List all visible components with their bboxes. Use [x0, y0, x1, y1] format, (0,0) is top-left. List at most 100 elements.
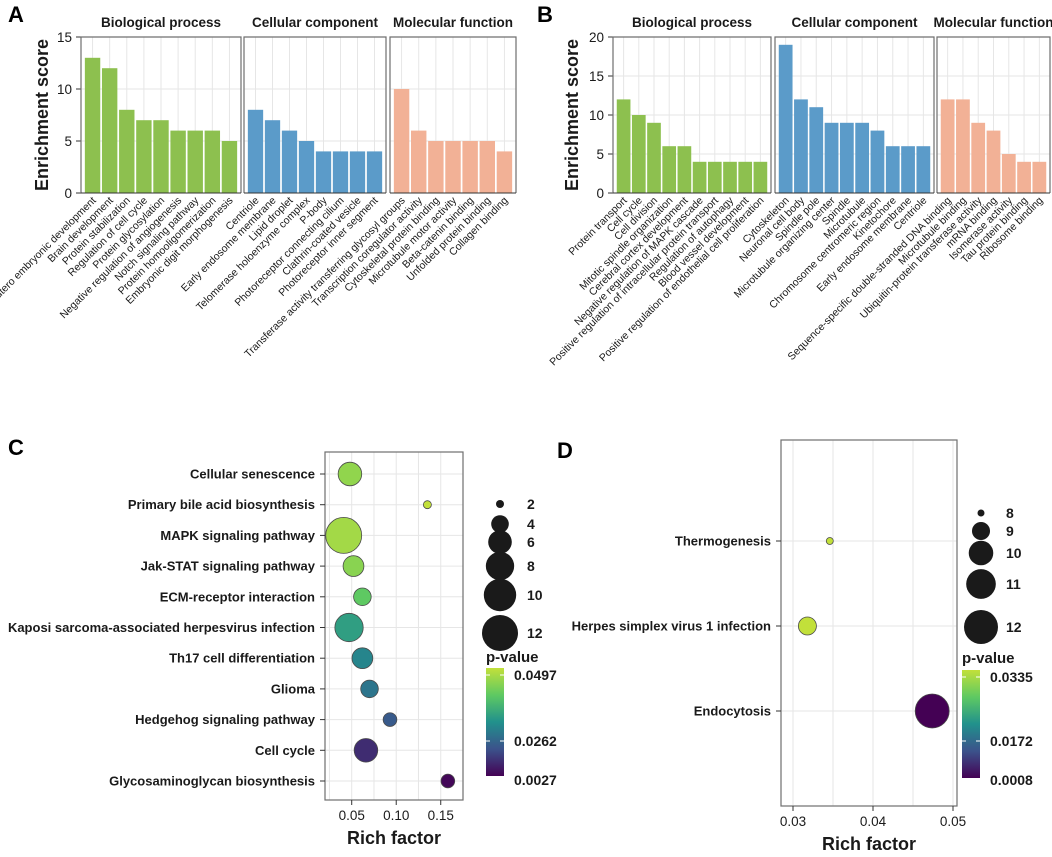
- bar: [136, 120, 152, 193]
- size-legend-dot: [496, 500, 504, 508]
- bar: [204, 130, 221, 193]
- bar: [1017, 161, 1031, 193]
- y-axis-title: Enrichment score: [32, 39, 52, 191]
- pathway-label: Cellular senescence: [190, 467, 315, 482]
- bubble: [797, 616, 817, 636]
- bar: [187, 130, 203, 193]
- size-legend-label: 8: [1006, 505, 1014, 521]
- bar: [940, 99, 955, 193]
- color-legend-label: 0.0262: [514, 733, 557, 749]
- bar: [824, 122, 839, 193]
- bar: [647, 122, 661, 193]
- y-tick-label: 0: [64, 186, 72, 201]
- bar: [870, 130, 885, 193]
- pathway-label: Cell cycle: [255, 743, 315, 758]
- panel-label-d: D: [557, 438, 573, 463]
- bar: [986, 130, 1001, 193]
- facet-border: [612, 36, 772, 193]
- bar: [1001, 154, 1016, 193]
- bar: [332, 151, 349, 193]
- facet-border: [389, 36, 517, 193]
- size-legend-dot: [968, 540, 994, 566]
- pathway-label: ECM-receptor interaction: [160, 589, 315, 604]
- bar: [411, 130, 427, 193]
- color-legend-title: p-value: [962, 650, 1015, 667]
- x-tick-label: 0.05: [940, 814, 966, 829]
- bar: [723, 161, 737, 193]
- bubble: [334, 612, 364, 643]
- y-tick-label: 15: [589, 69, 604, 84]
- size-legend-dot: [488, 530, 512, 554]
- bar: [692, 161, 707, 193]
- size-legend-dot: [485, 551, 515, 581]
- bubble: [422, 500, 432, 510]
- bar: [221, 141, 238, 193]
- pathway-label: Glycosaminoglycan biosynthesis: [109, 774, 315, 789]
- bar: [753, 161, 768, 193]
- bar: [428, 141, 444, 193]
- y-tick-label: 5: [64, 134, 72, 149]
- x-tick-label: 0.05: [339, 808, 365, 823]
- pathway-label: Thermogenesis: [675, 534, 771, 549]
- bubble: [353, 587, 372, 607]
- color-legend-label: 0.0172: [990, 733, 1033, 749]
- bar: [84, 57, 101, 193]
- bubble: [342, 555, 365, 577]
- bar: [707, 161, 722, 193]
- y-tick-label: 15: [57, 30, 72, 45]
- panel-d-bubble-chart: Thermogenesis Herpes simplex virus 1 infe…: [572, 439, 966, 854]
- bar: [631, 115, 646, 193]
- facet-strip-label: Biological process: [632, 15, 752, 30]
- y-tick-label: 5: [596, 147, 604, 162]
- size-legend-dot: [971, 521, 991, 541]
- y-axis-title: Enrichment score: [562, 39, 582, 191]
- y-tick-label: 20: [589, 30, 604, 45]
- bar: [855, 122, 870, 193]
- bar: [677, 146, 692, 193]
- bar: [393, 89, 410, 193]
- panel-label-b: B: [537, 2, 553, 27]
- color-legend-label: 0.0335: [990, 669, 1033, 685]
- facet-strip-label: Molecular function: [933, 15, 1052, 30]
- x-axis-title: Rich factor: [822, 834, 916, 854]
- pathway-label: Glioma: [271, 681, 316, 696]
- facet-border: [936, 36, 1051, 193]
- bar: [1032, 161, 1047, 193]
- bubble: [440, 773, 456, 789]
- size-legend-label: 11: [1006, 576, 1021, 592]
- pathway-label: Herpes simplex virus 1 infection: [572, 619, 771, 634]
- pathway-label: Hedgehog signaling pathway: [135, 712, 316, 727]
- bar: [662, 146, 677, 193]
- bar: [298, 141, 315, 193]
- x-tick-label: 0.15: [428, 808, 454, 823]
- size-legend-label: 12: [527, 625, 543, 641]
- y-tick-label: 10: [589, 108, 604, 123]
- panel-label-c: C: [8, 435, 24, 460]
- bar: [462, 141, 478, 193]
- size-legend-dot: [491, 515, 509, 533]
- pathway-label: MAPK signaling pathway: [160, 528, 315, 543]
- pathway-label: Jak-STAT signaling pathway: [141, 559, 316, 574]
- x-tick-label: 0.03: [780, 814, 806, 829]
- size-legend-dot: [482, 615, 518, 651]
- size-legend-label: 9: [1006, 523, 1014, 539]
- color-legend-title: p-value: [486, 649, 539, 666]
- bar: [479, 141, 495, 193]
- facet-strip-label: Cellular component: [791, 15, 918, 30]
- facet-strip-label: Biological process: [101, 15, 221, 30]
- facet-border: [80, 36, 242, 193]
- bubble: [353, 738, 379, 763]
- bar: [315, 151, 332, 193]
- size-legend-label: 2: [527, 496, 535, 512]
- bubble: [351, 647, 374, 670]
- bar: [616, 99, 631, 193]
- size-legend-dot: [966, 569, 996, 599]
- pathway-label: Primary bile acid biosynthesis: [128, 497, 315, 512]
- bar: [366, 151, 383, 193]
- plot-border: [780, 439, 958, 807]
- size-legend-label: 4: [527, 516, 535, 532]
- p-value-colorbar: [962, 670, 980, 778]
- bubble: [360, 679, 379, 699]
- bar: [496, 151, 513, 193]
- bar: [153, 120, 169, 193]
